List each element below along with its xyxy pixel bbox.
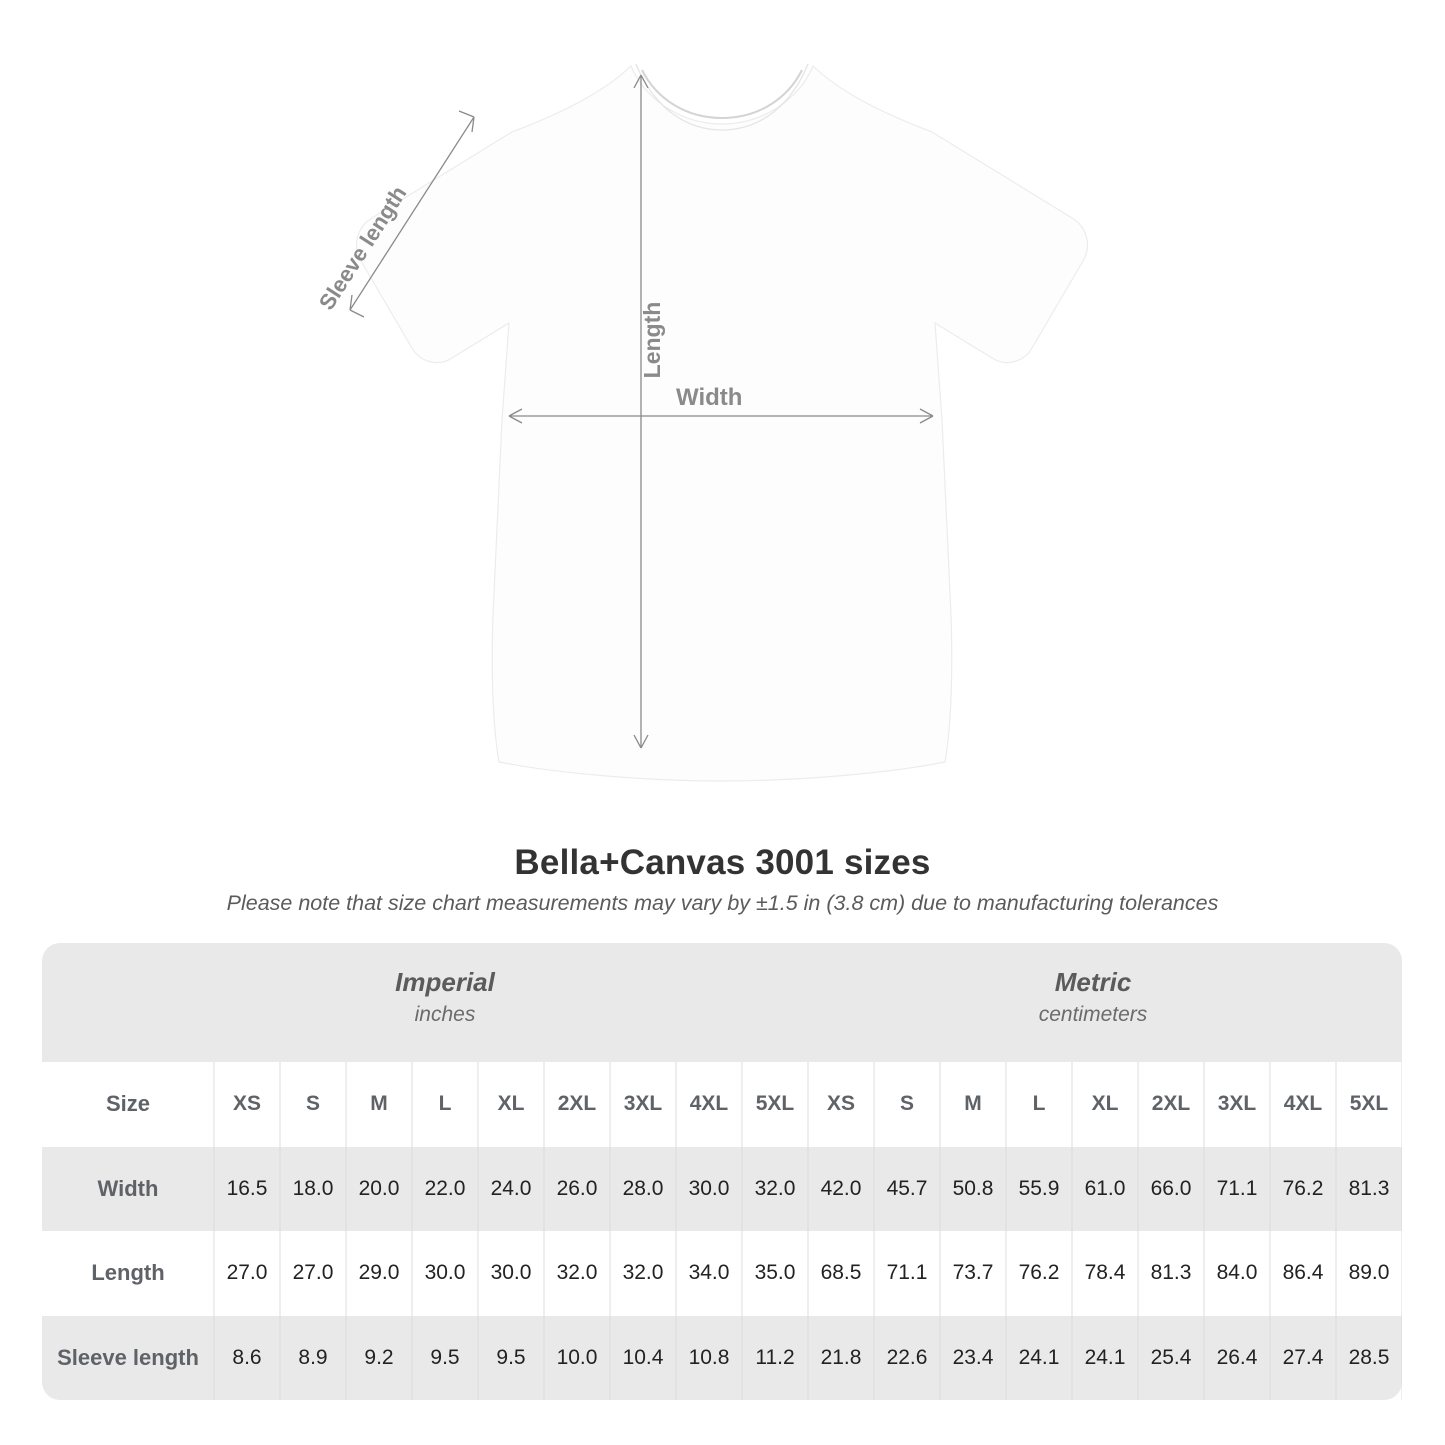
- svg-text:Width: Width: [676, 384, 742, 411]
- svg-text:Length: Length: [639, 302, 665, 379]
